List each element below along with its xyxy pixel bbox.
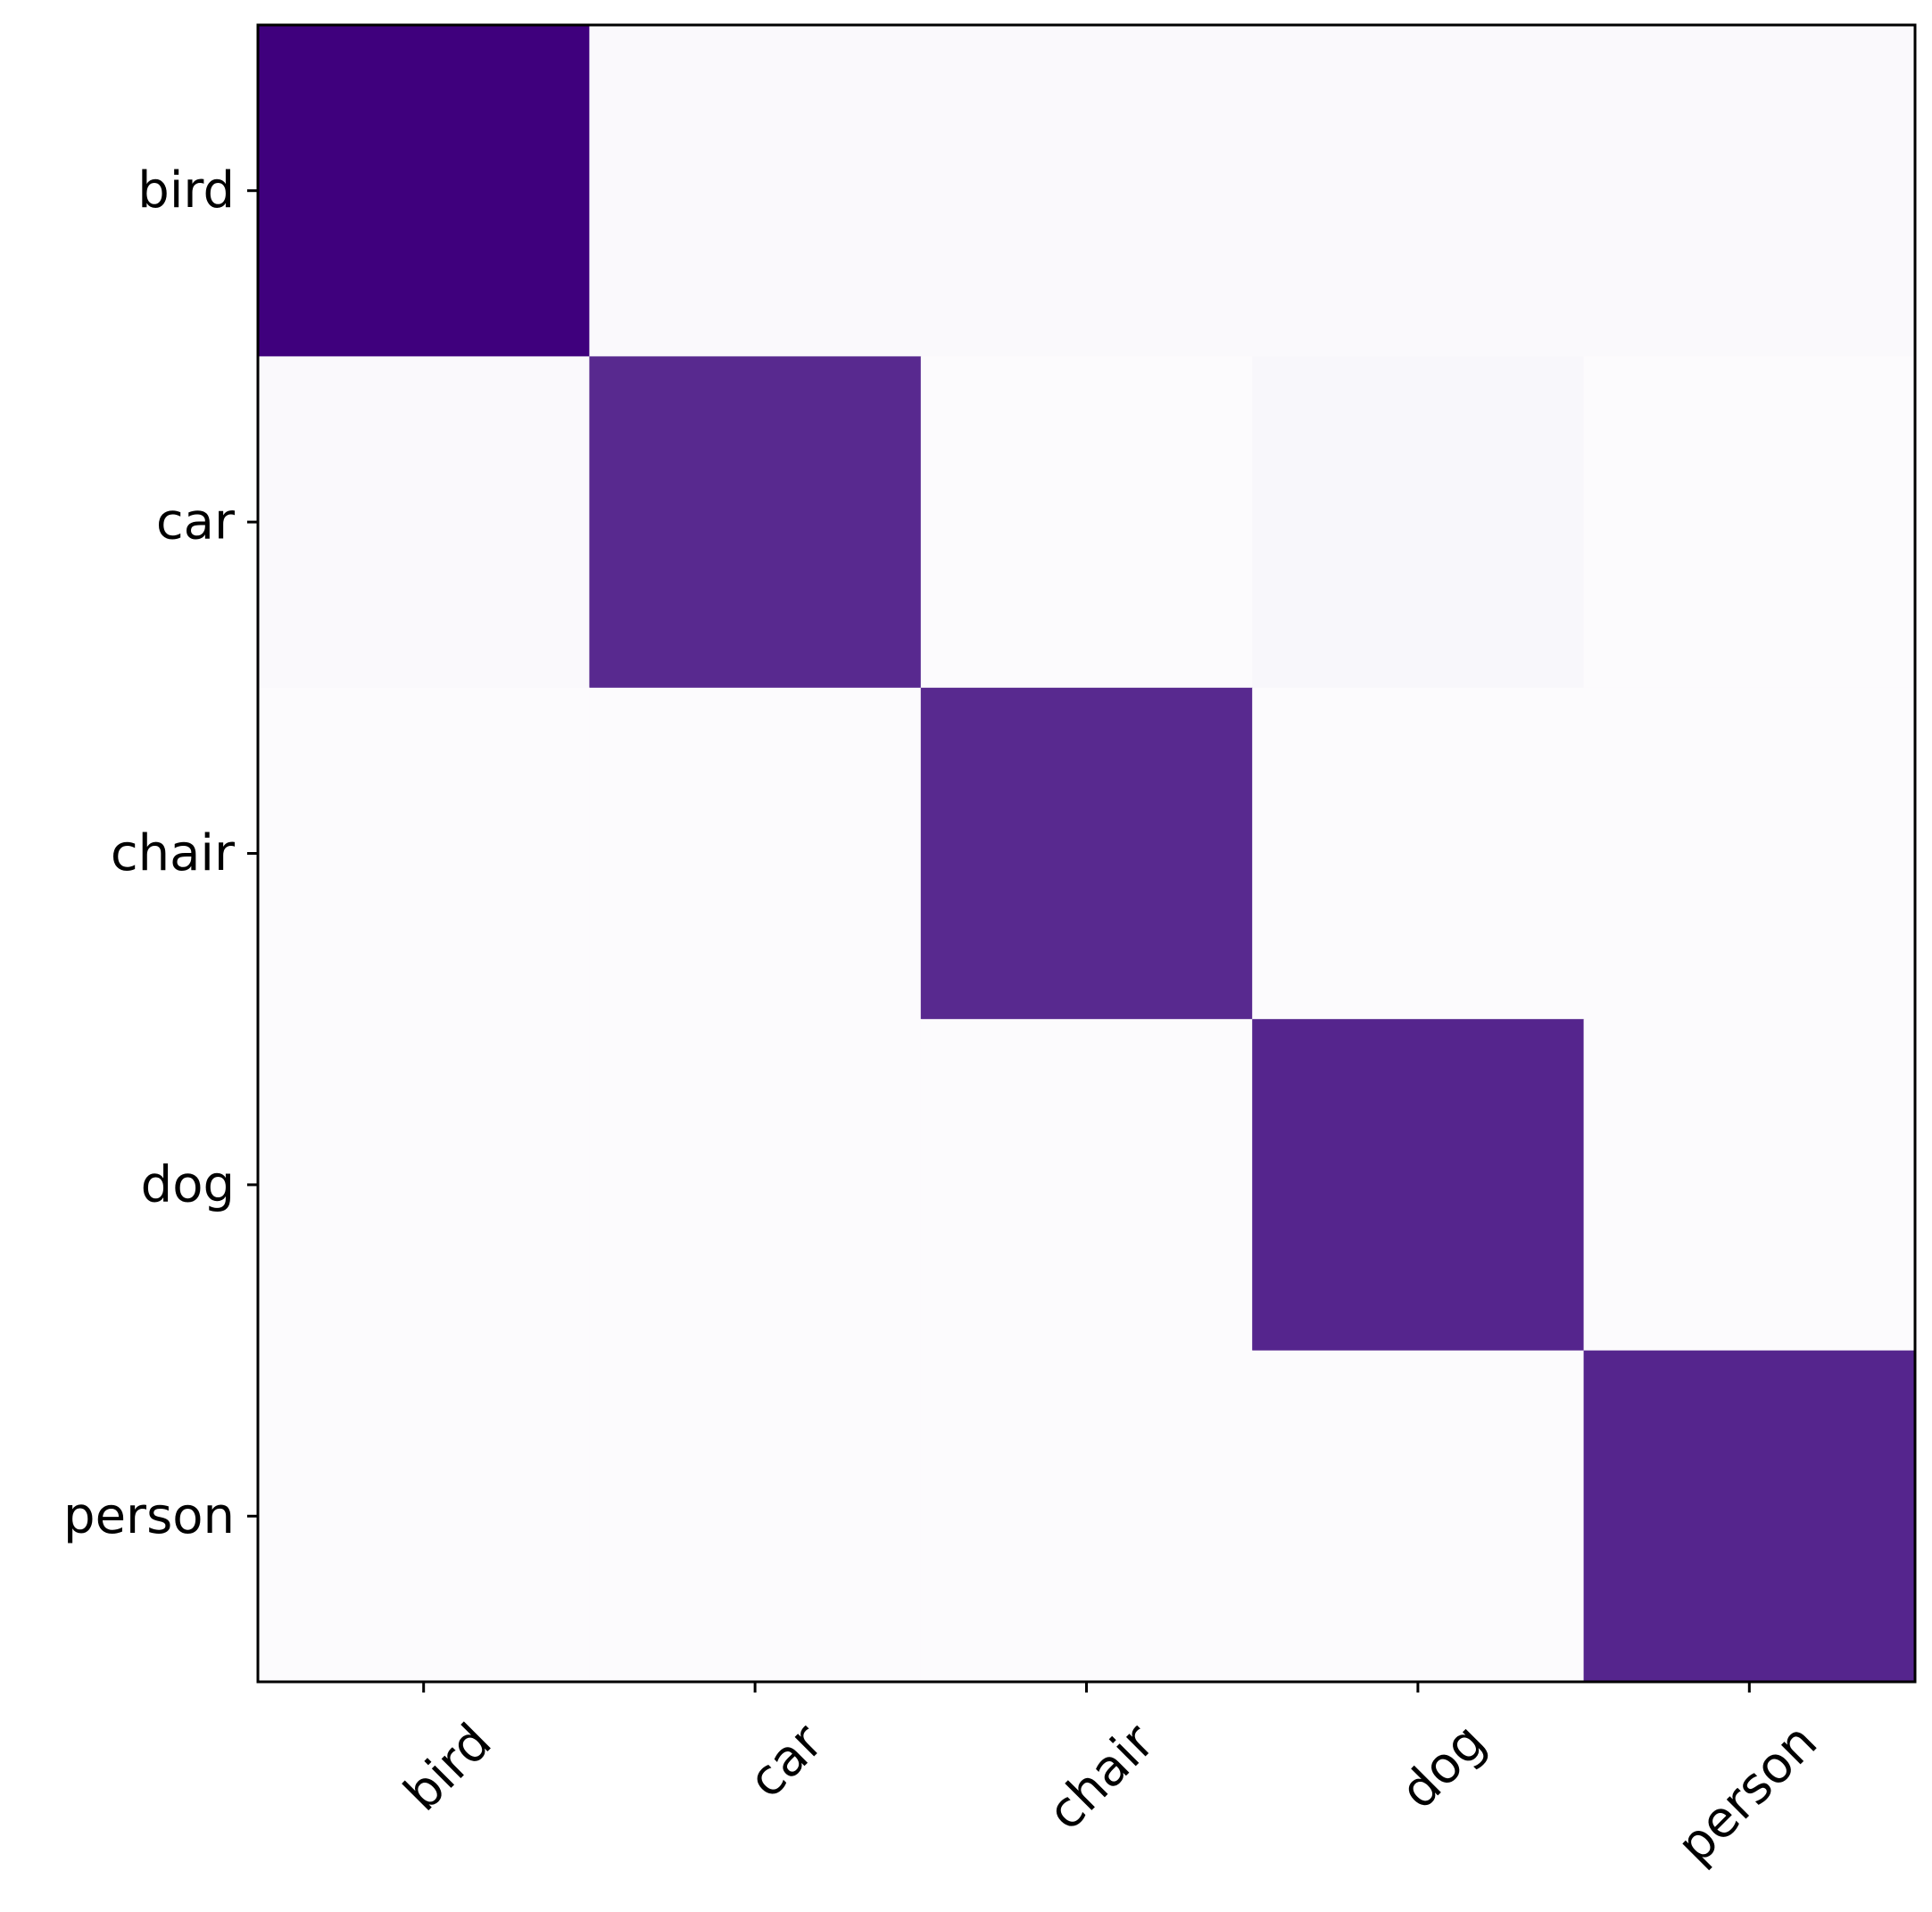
heatmap-cell-person-car [589,1350,922,1683]
y-tick-label-car: car [156,493,236,551]
heatmap-cell-car-bird [258,356,590,689]
heatmap-cell-chair-bird [258,687,590,1020]
heatmap-cell-dog-dog [1252,1019,1585,1352]
heatmap-cell-person-bird [258,1350,590,1683]
heatmap-cell-bird-person [1583,25,1916,357]
x-tick-label-person: person [1666,1713,1828,1875]
y-tick-label-person: person [63,1487,235,1545]
heatmap-cell-person-chair [920,1350,1253,1683]
y-axis: bird car chair dog person [63,161,258,1545]
y-tick-label-dog: dog [141,1155,235,1213]
heatmap-cell-car-person [1583,356,1916,689]
heatmap-cell-chair-car [589,687,922,1020]
x-tick-label-chair: chair [1037,1712,1166,1842]
heatmap-cell-dog-bird [258,1019,590,1352]
heatmap-cell-car-dog [1252,356,1585,689]
y-tick-label-chair: chair [111,824,236,882]
x-tick-label-bird: bird [394,1713,503,1823]
heatmap-cell-car-chair [920,356,1253,689]
heatmap-cell-chair-chair [920,687,1253,1020]
heatmap-cell-person-person [1583,1350,1916,1683]
heatmap-cell-bird-chair [920,25,1253,357]
x-tick-label-dog: dog [1389,1713,1497,1820]
heatmap-cell-dog-person [1583,1019,1916,1352]
y-tick-label-bird: bird [137,161,235,219]
heatmap-cell-person-dog [1252,1350,1585,1683]
heatmap-cell-dog-chair [920,1019,1253,1352]
heatmap-cell-bird-bird [258,25,590,357]
x-axis: bird car chair dog person [394,1682,1828,1875]
heatmap-cell-chair-dog [1252,687,1585,1020]
heatmap-cell-dog-car [589,1019,922,1352]
heatmap-cell-bird-car [589,25,922,357]
heatmap-cell-bird-dog [1252,25,1585,357]
x-tick-label-car: car [738,1712,835,1809]
heatmap-cells [258,25,1916,1683]
heatmap-cell-chair-person [1583,687,1916,1020]
heatmap-cell-car-car [589,356,922,689]
